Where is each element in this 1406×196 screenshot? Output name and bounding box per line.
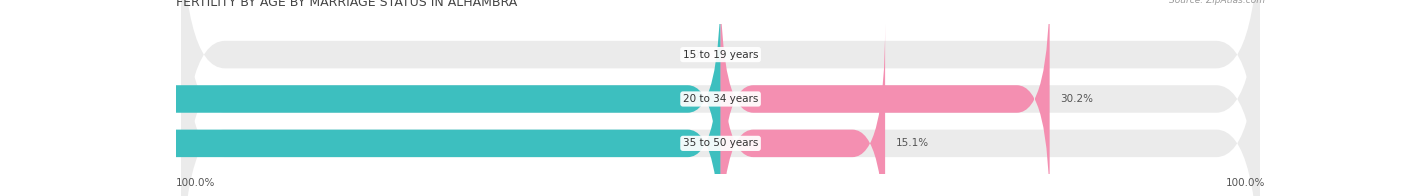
Text: 35 to 50 years: 35 to 50 years — [683, 138, 758, 148]
FancyBboxPatch shape — [0, 24, 721, 196]
FancyBboxPatch shape — [181, 0, 1260, 196]
Text: FERTILITY BY AGE BY MARRIAGE STATUS IN ALHAMBRA: FERTILITY BY AGE BY MARRIAGE STATUS IN A… — [176, 0, 517, 9]
Text: 100.0%: 100.0% — [1226, 178, 1265, 188]
Text: 100.0%: 100.0% — [176, 178, 215, 188]
Text: 20 to 34 years: 20 to 34 years — [683, 94, 758, 104]
FancyBboxPatch shape — [0, 0, 721, 196]
Text: 15 to 19 years: 15 to 19 years — [683, 50, 758, 60]
Text: 69.8%: 69.8% — [0, 94, 13, 104]
FancyBboxPatch shape — [181, 0, 1260, 196]
FancyBboxPatch shape — [721, 24, 886, 196]
Text: 0.0%: 0.0% — [731, 50, 758, 60]
Text: 15.1%: 15.1% — [896, 138, 929, 148]
FancyBboxPatch shape — [721, 0, 1050, 196]
Text: Source: ZipAtlas.com: Source: ZipAtlas.com — [1170, 0, 1265, 5]
Text: 0.0%: 0.0% — [683, 50, 710, 60]
FancyBboxPatch shape — [181, 0, 1260, 196]
Text: 30.2%: 30.2% — [1060, 94, 1094, 104]
